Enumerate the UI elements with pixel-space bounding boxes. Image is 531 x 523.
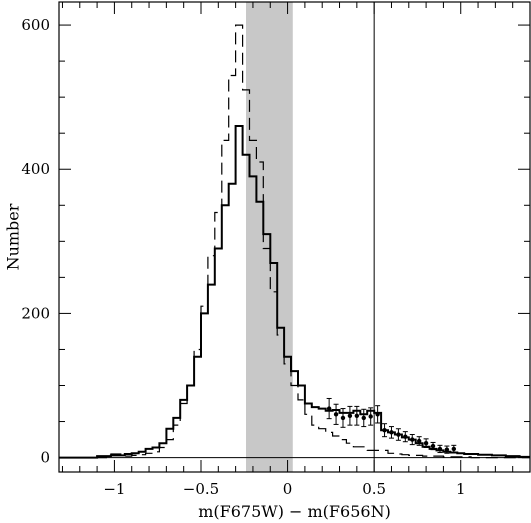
error-point xyxy=(395,428,401,441)
error-point xyxy=(430,441,436,451)
error-point xyxy=(375,405,381,424)
x-tick-label: 1 xyxy=(456,480,466,498)
data-point xyxy=(375,412,380,417)
data-point xyxy=(451,446,457,452)
x-tick-label: −0.5 xyxy=(183,480,219,498)
error-point xyxy=(326,397,332,420)
error-point xyxy=(451,444,457,454)
data-point xyxy=(347,413,353,418)
data-point xyxy=(354,413,360,418)
data-point xyxy=(340,415,346,421)
error-point xyxy=(340,408,346,428)
error-points xyxy=(326,397,457,454)
data-point xyxy=(396,432,401,437)
data-point xyxy=(368,414,373,419)
data-point xyxy=(333,412,339,417)
data-point xyxy=(382,427,387,433)
data-point xyxy=(430,443,436,449)
data-point xyxy=(361,415,366,421)
data-point xyxy=(326,406,332,411)
error-point xyxy=(416,436,422,446)
x-tick-label: 0.5 xyxy=(362,480,386,498)
y-tick-label: 0 xyxy=(40,449,50,467)
error-point xyxy=(382,423,388,438)
y-axis-label: Number xyxy=(4,203,23,270)
error-point xyxy=(347,405,353,426)
data-point xyxy=(444,447,450,452)
plot-frame xyxy=(58,1,531,473)
error-point xyxy=(333,403,339,425)
series-layer xyxy=(59,24,530,459)
x-axis-label: m(F675W) − m(F656N) xyxy=(198,502,391,521)
data-point xyxy=(416,438,422,444)
ticks xyxy=(59,2,531,472)
error-point xyxy=(402,431,408,443)
data-point xyxy=(410,437,415,442)
error-point xyxy=(444,445,450,454)
histogram-series-2 xyxy=(59,24,530,459)
data-point xyxy=(423,440,429,446)
error-point xyxy=(354,405,360,426)
histogram-series-1 xyxy=(59,125,530,459)
error-point xyxy=(361,408,367,428)
error-point xyxy=(368,407,374,426)
tick-labels: −1 −0.5 0 0.5 1 0 200 400 600 xyxy=(21,16,465,498)
data-point xyxy=(437,446,443,452)
y-tick-label: 600 xyxy=(21,16,50,34)
data-point xyxy=(389,430,394,435)
y-tick-label: 200 xyxy=(21,304,50,322)
data-point xyxy=(403,434,408,439)
y-tick-label: 400 xyxy=(21,160,50,178)
x-tick-label: −1 xyxy=(103,480,125,498)
error-point xyxy=(388,426,394,439)
error-point xyxy=(437,444,443,454)
error-point xyxy=(409,434,415,446)
x-tick-label: 0 xyxy=(283,480,293,498)
error-point xyxy=(423,438,429,448)
